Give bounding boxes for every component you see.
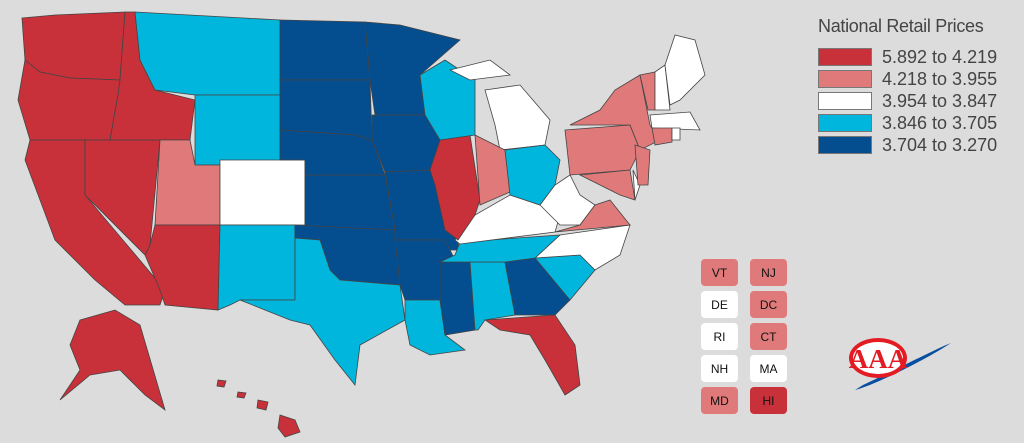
- state-box-HI: HI: [750, 387, 787, 414]
- state-box-VT: VT: [701, 259, 738, 286]
- state-box-MA: MA: [750, 355, 787, 382]
- state-WY: [194, 94, 281, 166]
- aaa-logo: AAA: [849, 338, 951, 390]
- state-box-DE: DE: [701, 291, 738, 318]
- state-NM: [217, 224, 296, 311]
- state-HI: [277, 414, 301, 438]
- state-VA: [554, 199, 631, 233]
- legend-label: 3.846 to 3.705: [882, 112, 998, 133]
- legend: National Retail Prices 5.892 to 4.219 4.2…: [818, 16, 997, 156]
- state-MT: [134, 11, 281, 96]
- state-TX: [239, 237, 406, 386]
- state-box-NJ: NJ: [750, 259, 787, 286]
- state-MA: [649, 111, 701, 131]
- state-AK: [59, 309, 166, 412]
- svg-text:AAA: AAA: [849, 344, 908, 374]
- state-MI-upper: [448, 59, 512, 81]
- legend-item: 3.954 to 3.847: [818, 90, 997, 112]
- state-MD: [578, 169, 636, 201]
- legend-label: 5.892 to 4.219: [882, 46, 998, 67]
- state-box-DC: DC: [750, 291, 787, 318]
- small-state-boxes: VT NJ DE DC RI CT NH MA MD HI: [701, 259, 787, 414]
- state-NY: [569, 74, 661, 151]
- legend-swatch: [818, 136, 872, 154]
- state-KS: [304, 174, 396, 231]
- state-box-CT: CT: [750, 323, 787, 350]
- legend-item: 3.704 to 3.270: [818, 134, 997, 156]
- state-MI: [484, 84, 551, 151]
- state-PA: [564, 124, 641, 176]
- state-box-MD: MD: [701, 387, 738, 414]
- state-IL: [429, 134, 481, 241]
- state-ME: [664, 34, 706, 106]
- state-DE: [632, 169, 641, 201]
- legend-item: 5.892 to 4.219: [818, 46, 997, 68]
- state-MS: [439, 261, 476, 336]
- legend-swatch: [818, 114, 872, 132]
- state-ND: [279, 19, 371, 81]
- state-HI-island: [256, 399, 269, 411]
- state-RI: [671, 127, 681, 141]
- state-FL: [483, 314, 581, 396]
- legend-item: 3.846 to 3.705: [818, 112, 997, 134]
- state-CO: [219, 159, 306, 226]
- state-box-RI: RI: [701, 323, 738, 350]
- state-HI-island: [236, 391, 247, 399]
- state-HI-island: [216, 379, 227, 388]
- legend-label: 4.218 to 3.955: [882, 68, 998, 89]
- legend-item: 4.218 to 3.955: [818, 68, 997, 90]
- legend-label: 3.704 to 3.270: [882, 134, 998, 155]
- state-WV: [539, 174, 596, 226]
- legend-title: National Retail Prices: [818, 16, 984, 36]
- state-NJ: [634, 144, 651, 186]
- legend-swatch: [818, 92, 872, 110]
- legend-swatch: [818, 48, 872, 66]
- legend-label: 3.954 to 3.847: [882, 90, 998, 111]
- legend-swatch: [818, 70, 872, 88]
- state-CT: [651, 127, 673, 146]
- state-box-NH: NH: [701, 355, 738, 382]
